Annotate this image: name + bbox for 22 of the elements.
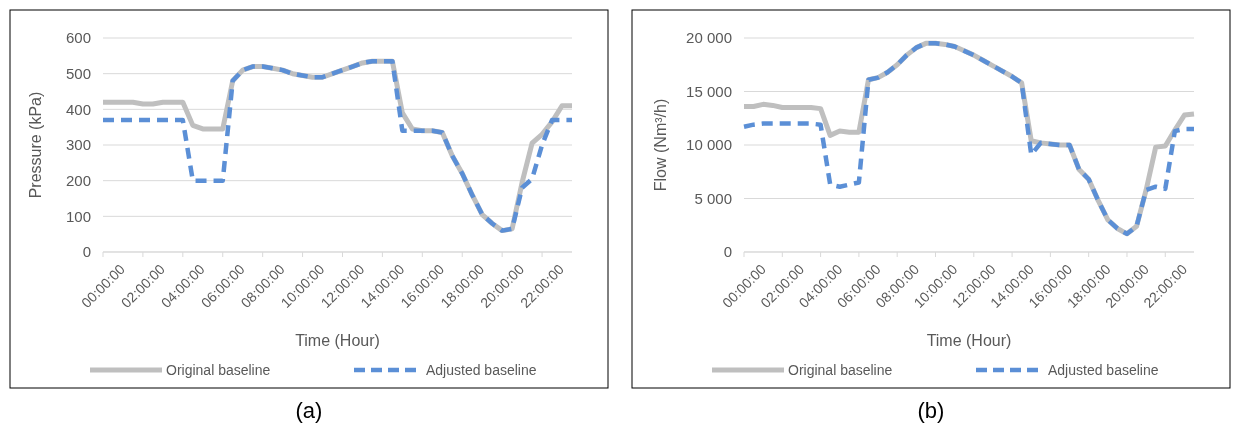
x-axis-title: Time (Hour) <box>926 332 1012 349</box>
y-tick-label: 200 <box>65 171 91 189</box>
y-tick-label: 20 000 <box>686 29 732 47</box>
y-tick-label: 0 <box>82 243 91 261</box>
y-tick-label: 300 <box>65 136 91 154</box>
y-tick-label: 100 <box>65 207 91 225</box>
y-tick-label: 10 000 <box>686 136 732 154</box>
legend-label: Original baseline <box>788 361 893 378</box>
legend-label: Adjusted baseline <box>1048 361 1159 378</box>
legend-label: Original baseline <box>166 361 271 378</box>
y-tick-label: 0 <box>723 243 732 261</box>
y-axis-title: Flow (Nm³/h) <box>652 98 669 192</box>
y-tick-label: 15 000 <box>686 82 732 100</box>
y-axis-title: Pressure (kPa) <box>27 91 44 199</box>
text: (b) <box>917 398 945 423</box>
x-axis-title: Time (Hour) <box>295 332 380 349</box>
y-tick-label: 500 <box>65 64 91 82</box>
text: (a) <box>295 398 323 423</box>
legend-label: Adjusted baseline <box>426 361 537 378</box>
y-tick-label: 400 <box>65 100 91 118</box>
y-tick-label: 600 <box>65 29 91 47</box>
y-tick-label: 5 000 <box>694 189 732 207</box>
